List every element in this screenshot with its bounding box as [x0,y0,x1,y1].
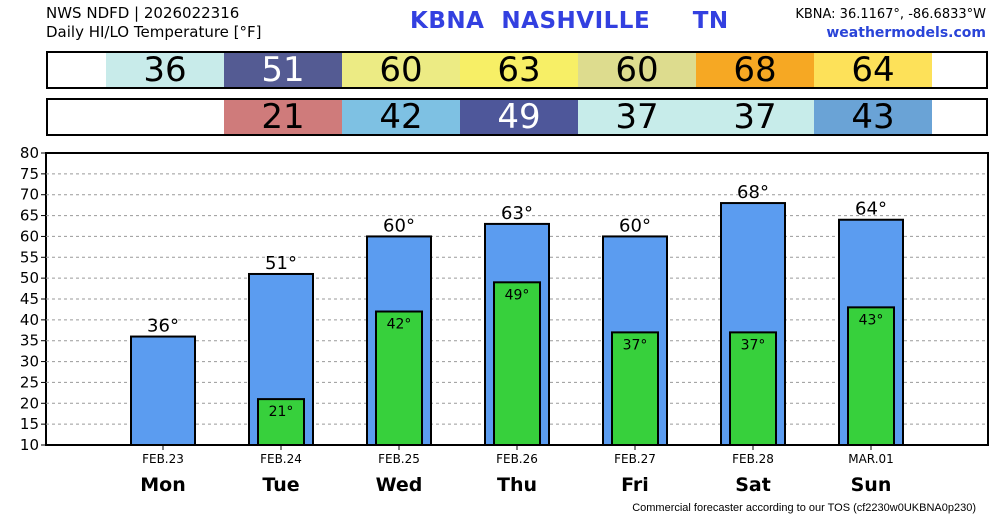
low-temp-band: 21 42 49 37 37 43 [46,98,988,136]
x-date-label: FEB.28 [732,452,774,466]
y-tick-label: 45 [20,290,39,308]
y-tick-label: 55 [20,248,39,266]
x-date-label: FEB.24 [260,452,302,466]
high-bar-label: 63° [501,203,533,224]
high-temp-cell: 64 [814,53,932,87]
site-link[interactable]: weathermodels.com [826,25,986,41]
high-bar-label: 68° [737,182,769,203]
y-tick-label: 30 [20,353,39,371]
low-bar-label: 49° [505,287,530,303]
low-temp-cell: 43 [814,100,932,134]
x-day-label: Tue [262,474,299,496]
x-day-label: Fri [621,474,649,496]
high-bar [130,335,196,446]
footer-note: Commercial forecaster according to our T… [632,502,976,514]
low-bar-label: 42° [387,317,412,333]
x-day-label: Sat [735,474,771,496]
model-run-label: NWS NDFD | 2026022316 [46,4,240,22]
x-day-label: Thu [497,474,537,496]
high-temp-cell: 36 [106,53,224,87]
x-date-label: FEB.25 [378,452,420,466]
y-tick-label: 75 [20,165,39,183]
high-bar-label: 60° [383,215,415,236]
y-tick-label: 25 [20,373,39,391]
y-tick-label: 70 [20,186,39,204]
x-day-label: Mon [140,474,186,496]
low-bar-label: 43° [859,312,884,328]
product-label: Daily HI/LO Temperature [°F] [46,23,262,41]
y-tick-label: 10 [20,436,39,454]
high-bar-label: 36° [147,316,179,337]
low-bar-label: 21° [269,404,294,420]
high-bar-label: 64° [855,199,887,220]
station-coords: KBNA: 36.1167°, -86.6833°W [795,7,986,22]
x-date-label: FEB.26 [496,452,538,466]
y-tick-label: 80 [20,144,39,162]
low-bar [847,306,895,447]
high-temp-cell: 63 [460,53,578,87]
low-bar-label: 37° [623,337,648,353]
low-temp-cell: 49 [460,100,578,134]
y-tick-label: 40 [20,311,39,329]
y-tick-label: 15 [20,415,39,433]
low-bar-label: 37° [741,337,766,353]
x-date-label: FEB.23 [142,452,184,466]
low-bar [493,281,541,447]
high-temp-cell: 60 [578,53,696,87]
x-day-label: Wed [376,474,423,496]
y-tick-label: 60 [20,227,39,245]
header-left: NWS NDFD | 2026022316 Daily HI/LO Temper… [46,4,262,42]
high-temp-band: 36 51 60 63 60 68 64 [46,51,988,89]
y-tick-label: 20 [20,394,39,412]
high-temp-cell: 60 [342,53,460,87]
low-temp-cell: 37 [578,100,696,134]
station-title: KBNA NASHVILLE TN [410,8,729,34]
low-temp-cell: 21 [224,100,342,134]
high-temp-cell: 51 [224,53,342,87]
high-bar-label: 51° [265,253,297,274]
header-right: KBNA: 36.1167°, -86.6833°W weathermodels… [795,5,986,43]
low-temp-cell: 42 [342,100,460,134]
x-day-label: Sun [851,474,892,496]
y-tick-label: 35 [20,332,39,350]
x-date-label: FEB.27 [614,452,656,466]
high-temp-cell: 68 [696,53,814,87]
y-tick-label: 65 [20,207,39,225]
low-bar [257,398,305,447]
low-temp-cell: 37 [696,100,814,134]
x-date-label: MAR.01 [848,452,894,466]
y-tick-label: 50 [20,269,39,287]
high-bar-label: 60° [619,215,651,236]
